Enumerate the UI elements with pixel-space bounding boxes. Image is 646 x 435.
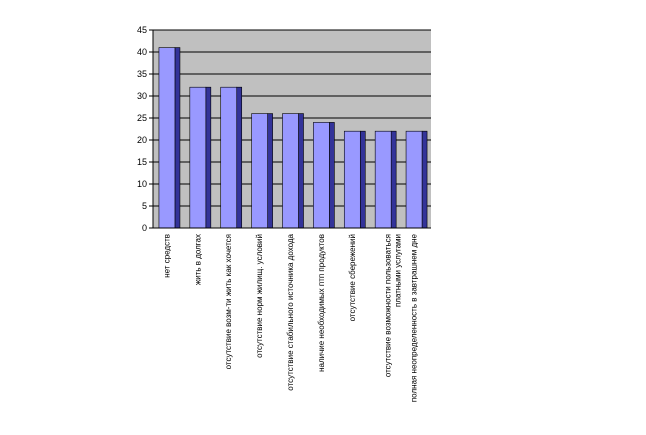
y-tick-label: 35	[137, 69, 147, 79]
x-tick-label-line: отсутствие стабильного источника дохода	[286, 233, 295, 390]
x-tick-labels: нет средств жить в долгах отсутствие возм-…	[162, 233, 418, 402]
x-tick-label-line: отсутствие норм жилищ. условий	[255, 234, 264, 358]
y-tick-label: 10	[137, 179, 147, 189]
y-tick-labels: 0 5 10 15 20 25 30 35 40 45	[137, 25, 147, 233]
bars	[158, 47, 428, 229]
x-tick-label-line: полная неопределенность в завтрашнем дне	[410, 233, 419, 402]
bar-8	[374, 130, 397, 229]
bar-side	[390, 130, 397, 229]
bar-1	[158, 47, 181, 229]
bar-side	[298, 113, 304, 229]
y-tick-label: 40	[137, 47, 147, 57]
bar-front	[251, 113, 268, 229]
x-tick-label: нет средств	[162, 234, 171, 278]
bar-front	[220, 86, 238, 229]
bar-4	[251, 113, 273, 229]
x-tick-label-line: отсутствие сбережений	[348, 234, 357, 321]
x-tick-label: наличие необходимых птп продуктов	[317, 234, 326, 372]
x-tick-label: отсутствие сбережений	[348, 234, 357, 321]
bar-side	[174, 47, 181, 229]
x-tick-label-line: отсутствие возм-ти жить как хочется	[224, 234, 233, 369]
y-tick-label: 20	[137, 135, 147, 145]
x-tick-label: полная неопределенность в завтрашнем дне	[410, 233, 419, 402]
bar-front	[189, 86, 207, 229]
y-tick-label: 25	[137, 113, 147, 123]
bar-side	[205, 86, 212, 229]
x-tick-label-line: нет средств	[162, 234, 171, 278]
bar-6	[313, 122, 335, 229]
bar-side	[329, 122, 335, 229]
x-tick-label: отсутствие стабильного источника дохода	[286, 233, 295, 390]
bar-side	[421, 130, 428, 229]
y-tick-label: 5	[142, 201, 147, 211]
axes	[149, 29, 431, 229]
bar-7	[343, 130, 366, 229]
bar-front	[374, 130, 392, 229]
bar-front	[343, 130, 361, 229]
y-tick-label: 30	[137, 91, 147, 101]
x-tick-label: жить в долгах	[193, 234, 202, 285]
y-tick-label: 0	[142, 223, 147, 233]
bar-front	[282, 113, 299, 229]
bar-side	[236, 86, 243, 229]
x-tick-label-line: отсутствие возможности пользоваться	[384, 234, 393, 377]
y-tick-label: 45	[137, 25, 147, 35]
bar-front	[313, 122, 330, 229]
bar-3	[220, 86, 243, 229]
bar-front	[158, 47, 176, 229]
x-tick-label-line: жить в долгах	[193, 234, 202, 285]
x-tick-label: отсутствие норм жилищ. условий	[255, 234, 264, 358]
x-tick-label: отсутствие возможности пользоватьсяплатн…	[384, 234, 403, 377]
bar-5	[282, 113, 304, 229]
bar-9	[405, 130, 428, 229]
x-tick-label-line: наличие необходимых птп продуктов	[317, 234, 326, 372]
bar-side	[267, 113, 273, 229]
x-tick-label: отсутствие возм-ти жить как хочется	[224, 234, 233, 369]
bar-2	[189, 86, 212, 229]
y-tick-label: 15	[137, 157, 147, 167]
bar-side	[359, 130, 366, 229]
x-tick-label-line: платными услугами	[394, 234, 403, 307]
bar-front	[405, 130, 423, 229]
